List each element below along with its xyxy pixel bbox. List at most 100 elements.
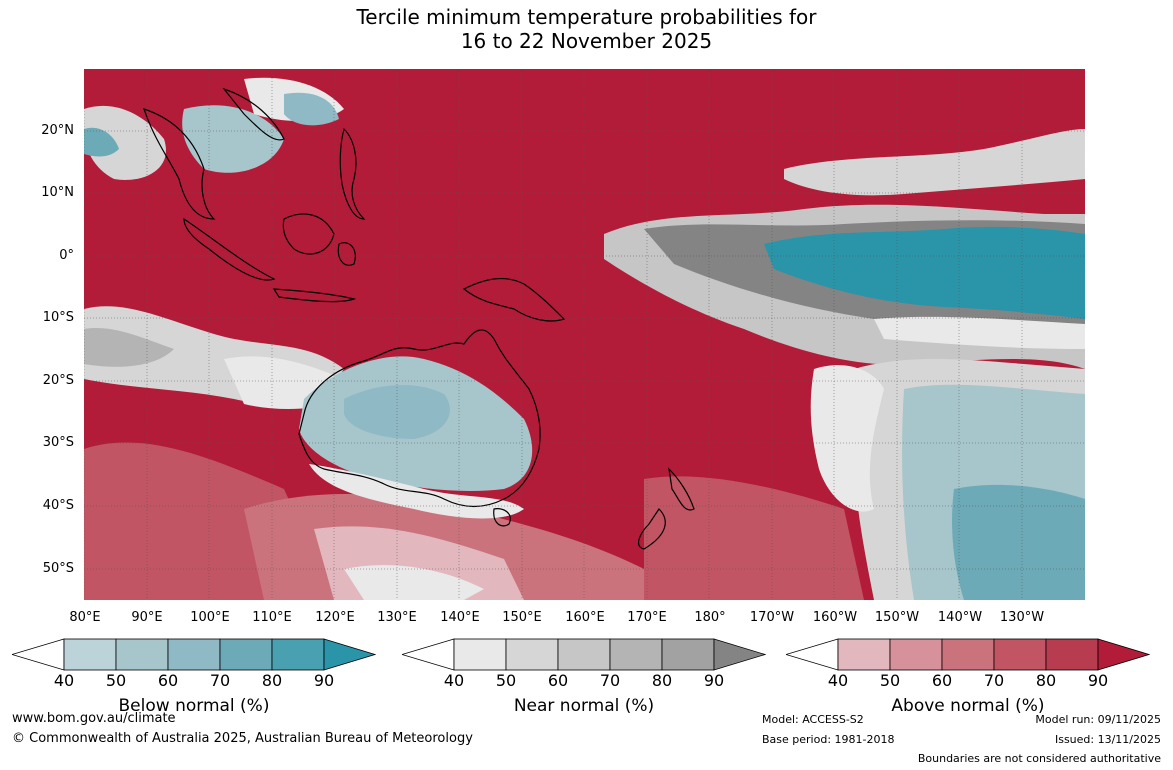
lat-label-20n: 20°N	[41, 123, 74, 138]
lon-label-130w: 130°W	[999, 610, 1045, 625]
colorbar-near	[402, 638, 766, 671]
colorbar-near-title: Near normal (%)	[513, 696, 655, 716]
shade-pacific-blue-equator	[764, 226, 1085, 319]
colorbar-below-title: Below normal (%)	[118, 696, 270, 716]
colorbar-near-seg-40	[453, 638, 507, 671]
shade-seasia-blue-dark	[84, 127, 119, 157]
colorbar-above-tick-70: 70	[983, 671, 1005, 690]
colorbar-above-seg-70	[993, 638, 1047, 671]
colorbar-near-tick-70: 70	[599, 671, 621, 690]
colorbar-above-seg-50	[889, 638, 943, 671]
shade-pacific-light-band	[874, 316, 1085, 349]
map-title-line2: 16 to 22 November 2025	[460, 29, 713, 53]
colorbar-below-min-arrow	[12, 638, 65, 671]
lon-label-80e: 80°E	[69, 610, 101, 625]
colorbar-above-max-arrow	[1097, 638, 1150, 671]
colorbar-below-seg-60	[167, 638, 221, 671]
lon-label-90e: 90°E	[131, 610, 163, 625]
borneo-coastline	[282, 213, 335, 255]
shade-se-pacific-light	[810, 365, 884, 512]
colorbar-near-max-arrow	[713, 638, 766, 671]
lat-label-20s: 20°S	[42, 373, 74, 388]
colorbar-near-seg-80	[661, 638, 715, 671]
colorbar-below-tick-40: 40	[53, 671, 75, 690]
colorbar-below-tick-50: 50	[105, 671, 127, 690]
colorbar-near-min-arrow	[402, 638, 455, 671]
colorbar-near-tick-60: 60	[547, 671, 569, 690]
colorbar-above-title: Above normal (%)	[891, 696, 1045, 716]
colorbar-above-seg-80	[1045, 638, 1099, 671]
footer-disclaimer: Boundaries are not considered authoritat…	[917, 752, 1161, 765]
shade-indian-grey-dark	[84, 328, 174, 367]
colorbar-below-seg-70	[219, 638, 273, 671]
shade-se-pacific-blue-dark	[952, 484, 1085, 600]
shade-pacific-grey-north	[784, 129, 1085, 196]
lon-label-170e: 170°E	[627, 610, 667, 625]
lat-label-10s: 10°S	[42, 310, 74, 325]
philippines-coastline	[339, 127, 366, 220]
tasmania-coastline	[493, 508, 511, 527]
lon-label-140w: 140°W	[937, 610, 983, 625]
indochina-coastline	[143, 108, 216, 220]
lon-label-120e: 120°E	[315, 610, 355, 625]
lat-label-10n: 10°N	[41, 185, 74, 200]
colorbar-above-min-arrow	[786, 638, 839, 671]
colorbar-below-tick-90: 90	[313, 671, 335, 690]
probability-map	[84, 69, 1085, 600]
colorbar-near-tick-40: 40	[443, 671, 465, 690]
lat-label-0: 0°	[59, 248, 74, 263]
colorbar-near-tick-50: 50	[495, 671, 517, 690]
colorbar-below-tick-60: 60	[157, 671, 179, 690]
lon-label-110e: 110°E	[252, 610, 292, 625]
java-coastline	[272, 288, 357, 303]
footer-copyright: © Commonwealth of Australia 2025, Austra…	[12, 731, 473, 746]
colorbar-below-max-arrow	[323, 638, 376, 671]
coastlines	[143, 87, 695, 550]
lon-label-100e: 100°E	[190, 610, 230, 625]
footer-base-period: Base period: 1981-2018	[762, 733, 895, 746]
colorbar-near-tick-80: 80	[651, 671, 673, 690]
gridlines	[84, 69, 1085, 600]
new-guinea-coastline	[462, 278, 566, 322]
shade-china-blue	[284, 92, 339, 126]
footer-model-run: Model run: 09/11/2025	[1035, 713, 1161, 726]
colorbar-above-seg-40	[837, 638, 891, 671]
lat-label-50s: 50°S	[42, 561, 74, 576]
lon-label-150e: 150°E	[502, 610, 542, 625]
colorbar-near-seg-60	[557, 638, 611, 671]
colorbar-above-tick-90: 90	[1087, 671, 1109, 690]
lon-label-170w: 170°W	[749, 610, 795, 625]
colorbar-above-tick-50: 50	[879, 671, 901, 690]
lat-label-30s: 30°S	[42, 435, 74, 450]
lon-label-140e: 140°E	[440, 610, 480, 625]
sulawesi-coastline	[337, 242, 356, 266]
colorbar-below-seg-50	[115, 638, 169, 671]
colorbar-near-seg-70	[609, 638, 663, 671]
china-coastline	[222, 87, 285, 141]
australia-coastline	[298, 329, 541, 508]
lon-label-130e: 130°E	[377, 610, 417, 625]
map-title-line1: Tercile minimum temperature probabilitie…	[356, 5, 817, 29]
colorbar-below-seg-40	[63, 638, 117, 671]
lon-label-160e: 160°E	[565, 610, 605, 625]
nz-north-coastline	[668, 467, 695, 511]
colorbar-above-tick-60: 60	[931, 671, 953, 690]
colorbar-near-tick-90: 90	[703, 671, 725, 690]
footer-model: Model: ACCESS-S2	[762, 713, 864, 726]
footer-website[interactable]: www.bom.gov.au/climate	[12, 711, 176, 726]
sumatra-coastline	[183, 217, 276, 281]
colorbar-above-tick-80: 80	[1035, 671, 1057, 690]
colorbar-below-tick-80: 80	[261, 671, 283, 690]
map-title: Tercile minimum temperature probabilitie…	[0, 5, 1173, 53]
lon-label-160w: 160°W	[812, 610, 858, 625]
shade-seasia-blue	[182, 105, 284, 173]
footer-issued: Issued: 13/11/2025	[1054, 733, 1161, 746]
colorbar-below	[12, 638, 376, 671]
colorbar-above-tick-40: 40	[827, 671, 849, 690]
lat-label-40s: 40°S	[42, 498, 74, 513]
nz-south-coastline	[637, 508, 666, 550]
colorbar-below-tick-70: 70	[209, 671, 231, 690]
shade-south-ocean-3	[344, 565, 484, 600]
lon-label-180: 180°	[694, 610, 726, 625]
colorbar-above	[786, 638, 1150, 671]
